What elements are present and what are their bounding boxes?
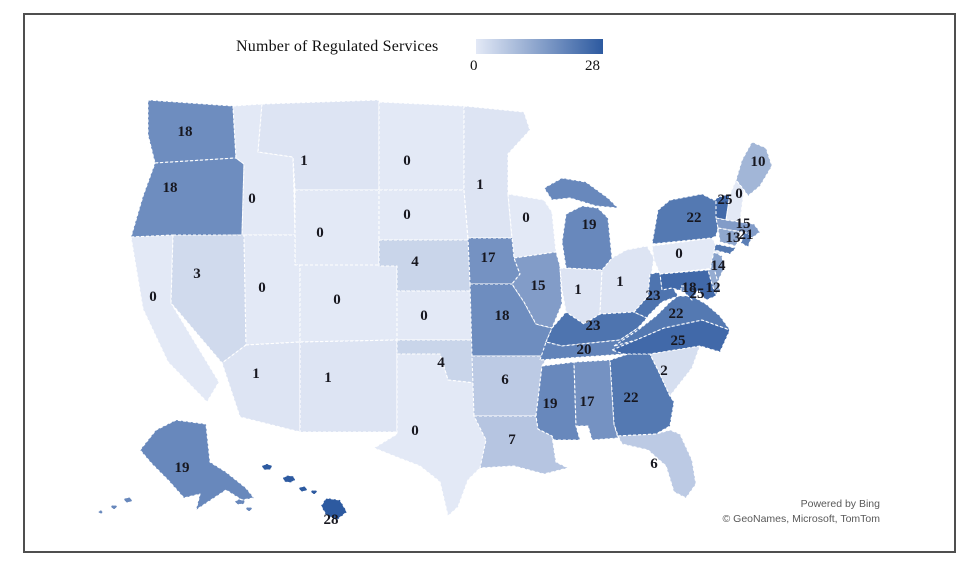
state-value-label-IA: 17 xyxy=(481,250,497,266)
state-value-label-MD: 25 xyxy=(690,286,705,302)
state-value-label-IN: 1 xyxy=(574,282,582,298)
state-value-label-MA: 15 xyxy=(736,216,751,232)
state-CO[interactable] xyxy=(299,264,398,343)
legend-gradient-bar xyxy=(476,39,603,54)
map-copyright-label: © GeoNames, Microsoft, TomTom xyxy=(722,513,881,525)
state-value-label-DE: 12 xyxy=(706,280,721,296)
state-value-label-FL: 6 xyxy=(650,456,658,472)
state-value-label-MN: 1 xyxy=(476,177,484,193)
state-HI[interactable] xyxy=(261,463,348,521)
state-value-label-NE: 4 xyxy=(411,254,419,270)
state-value-label-AZ: 1 xyxy=(252,366,260,382)
legend-title: Number of Regulated Services xyxy=(236,38,439,55)
state-MS[interactable] xyxy=(535,361,581,441)
state-value-label-VT: 25 xyxy=(718,192,733,208)
state-value-label-AL: 17 xyxy=(580,394,596,410)
state-value-label-DC: 18 xyxy=(682,280,697,296)
state-value-label-NC: 25 xyxy=(671,333,686,349)
state-value-label-GA: 22 xyxy=(624,390,639,406)
state-IL[interactable] xyxy=(511,251,563,329)
state-NM[interactable] xyxy=(299,339,398,433)
state-NH[interactable] xyxy=(725,179,745,223)
state-WI[interactable] xyxy=(507,193,557,259)
legend-min-label: 0 xyxy=(470,58,478,74)
state-MA[interactable] xyxy=(715,217,761,239)
state-value-label-AR: 6 xyxy=(501,372,509,388)
state-value-label-UT: 0 xyxy=(258,280,266,296)
state-CA[interactable] xyxy=(130,234,220,403)
state-value-label-OR: 18 xyxy=(163,180,178,196)
state-value-label-CT: 13 xyxy=(726,230,741,246)
state-AR[interactable] xyxy=(471,355,549,417)
state-VA[interactable] xyxy=(613,295,731,347)
state-value-label-CA: 0 xyxy=(149,289,157,305)
state-value-label-NY: 22 xyxy=(687,210,702,226)
state-value-label-TX: 0 xyxy=(411,423,419,439)
state-value-label-ID: 0 xyxy=(248,191,256,207)
state-value-label-MI: 19 xyxy=(582,217,597,233)
state-value-label-SC: 2 xyxy=(660,363,668,379)
state-value-label-KY: 23 xyxy=(586,318,601,334)
state-value-label-KS: 0 xyxy=(420,308,428,324)
state-value-label-OK: 4 xyxy=(437,355,445,371)
state-SC[interactable] xyxy=(649,345,701,397)
state-value-label-RI: 21 xyxy=(739,227,754,243)
state-MI[interactable] xyxy=(543,177,619,271)
state-value-label-WA: 18 xyxy=(178,124,193,140)
state-OR[interactable] xyxy=(130,157,245,238)
state-value-label-ND: 0 xyxy=(403,153,411,169)
state-value-label-NM: 1 xyxy=(324,370,332,386)
state-value-label-OH: 1 xyxy=(616,274,624,290)
state-SD[interactable] xyxy=(378,189,469,241)
state-ME[interactable] xyxy=(735,141,773,197)
state-ND[interactable] xyxy=(378,101,465,191)
map-attribution: Powered by Bing © GeoNames, Microsoft, T… xyxy=(723,497,881,527)
state-GA[interactable] xyxy=(609,353,675,437)
state-value-label-VA: 22 xyxy=(669,306,684,322)
state-value-label-ME: 10 xyxy=(751,154,766,170)
state-WY[interactable] xyxy=(294,189,380,266)
state-value-label-MO: 18 xyxy=(495,308,510,324)
state-MD[interactable] xyxy=(659,269,717,301)
state-value-label-SD: 0 xyxy=(403,207,411,223)
state-value-label-AK: 19 xyxy=(175,460,190,476)
state-value-label-MT: 1 xyxy=(300,153,308,169)
state-DC[interactable] xyxy=(680,285,687,292)
powered-by-bing-label: Powered by Bing xyxy=(800,498,880,510)
state-AK[interactable] xyxy=(97,419,255,515)
state-value-label-NJ: 14 xyxy=(711,258,727,274)
state-KS[interactable] xyxy=(396,290,491,341)
state-WV[interactable] xyxy=(633,271,679,319)
state-UT[interactable] xyxy=(243,234,301,346)
state-value-label-TN: 20 xyxy=(577,342,592,358)
state-value-label-CO: 0 xyxy=(333,292,341,308)
state-value-label-NV: 3 xyxy=(193,266,201,282)
state-value-label-HI: 28 xyxy=(324,512,339,528)
state-CT[interactable] xyxy=(717,227,741,247)
state-RI[interactable] xyxy=(740,231,753,248)
state-value-label-MS: 19 xyxy=(543,396,558,412)
state-value-label-NH: 0 xyxy=(735,186,743,202)
state-value-label-WV: 23 xyxy=(646,288,661,304)
state-value-label-WI: 0 xyxy=(522,210,530,226)
state-value-label-LA: 7 xyxy=(508,432,516,448)
legend-max-label: 28 xyxy=(585,58,600,74)
state-AZ[interactable] xyxy=(221,341,301,433)
state-value-label-WY: 0 xyxy=(316,225,324,241)
state-value-label-IL: 15 xyxy=(531,278,546,294)
state-FL[interactable] xyxy=(617,429,697,499)
state-value-label-PA: 0 xyxy=(675,246,683,262)
